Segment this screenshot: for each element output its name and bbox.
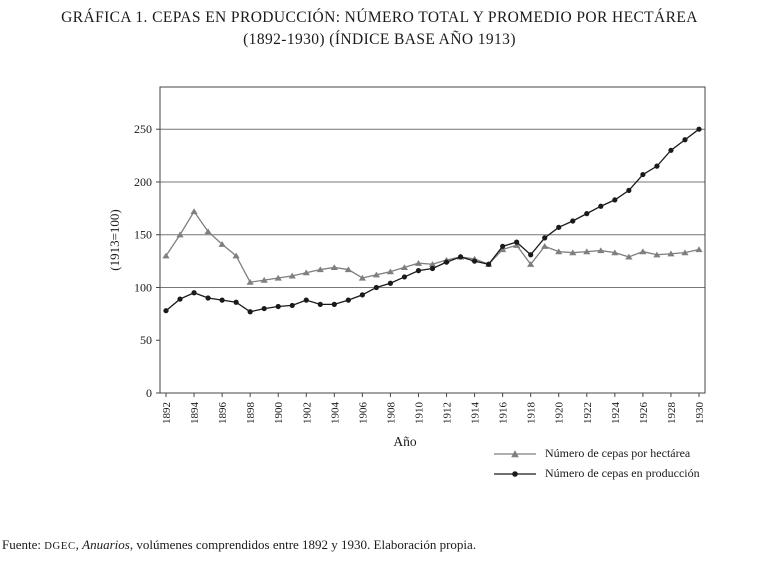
svg-text:1916: 1916 [498,402,510,425]
x-axis-label: Año [393,434,417,449]
svg-text:1892: 1892 [161,402,173,424]
source-note: Fuente: DGEC, Anuarios, volúmenes compre… [2,537,476,553]
svg-text:1920: 1920 [554,402,566,425]
legend-item: Número de cepas por hectárea [492,443,700,463]
legend-label: Número de cepas por hectárea [545,445,691,460]
svg-text:250: 250 [134,122,152,136]
svg-text:1908: 1908 [385,402,397,425]
svg-text:1910: 1910 [413,402,425,425]
legend: Número de cepas por hectárea Número de c… [492,443,700,483]
svg-text:150: 150 [134,228,152,242]
chart-plot-area: 0 50 100 150 200 250 1892 1894 1896 1898 1900 1902 1… [125,80,720,452]
svg-text:1912: 1912 [442,402,454,424]
source-sep: , [75,537,83,552]
legend-label: Número de cepas en producción [545,465,700,480]
svg-text:1928: 1928 [666,402,678,425]
page-title: GRÁFICA 1. CEPAS EN PRODUCCIÓN: NÚMERO T… [0,7,759,52]
source-anuarios: Anuarios [82,537,130,552]
svg-text:1904: 1904 [329,402,341,425]
svg-text:0: 0 [146,386,152,400]
svg-text:50: 50 [140,333,152,347]
svg-text:1918: 1918 [526,402,538,425]
svg-text:1924: 1924 [610,402,622,425]
svg-text:1894: 1894 [189,402,201,425]
triangle-line-marker-icon [492,447,538,459]
svg-text:1906: 1906 [357,402,369,425]
y-axis-label: (1913=100) [107,209,122,271]
source-dgec: DGEC [44,541,76,552]
source-prefix: Fuente: [2,537,45,552]
svg-text:1898: 1898 [245,402,257,425]
svg-text:1902: 1902 [301,402,313,424]
svg-text:1926: 1926 [638,402,650,425]
chart-title-line2: (1892-1930) (ÍNDICE BASE AÑO 1913) [243,31,516,49]
svg-text:1930: 1930 [694,402,706,425]
svg-text:1896: 1896 [217,402,229,425]
source-rest: , volúmenes comprendidos entre 1892 y 19… [129,537,477,552]
svg-text:1900: 1900 [273,402,285,425]
svg-text:100: 100 [134,280,152,294]
svg-text:200: 200 [134,175,152,189]
svg-text:1922: 1922 [582,402,594,424]
chart-title-line1: GRÁFICA 1. CEPAS EN PRODUCCIÓN: NÚMERO T… [61,9,698,26]
svg-text:1914: 1914 [470,402,482,425]
line-chart: 0 50 100 150 200 250 1892 1894 1896 1898 1900 1902 1… [134,86,706,425]
legend-item: Número de cepas en producción [492,463,700,483]
circle-line-marker-icon [492,467,538,479]
